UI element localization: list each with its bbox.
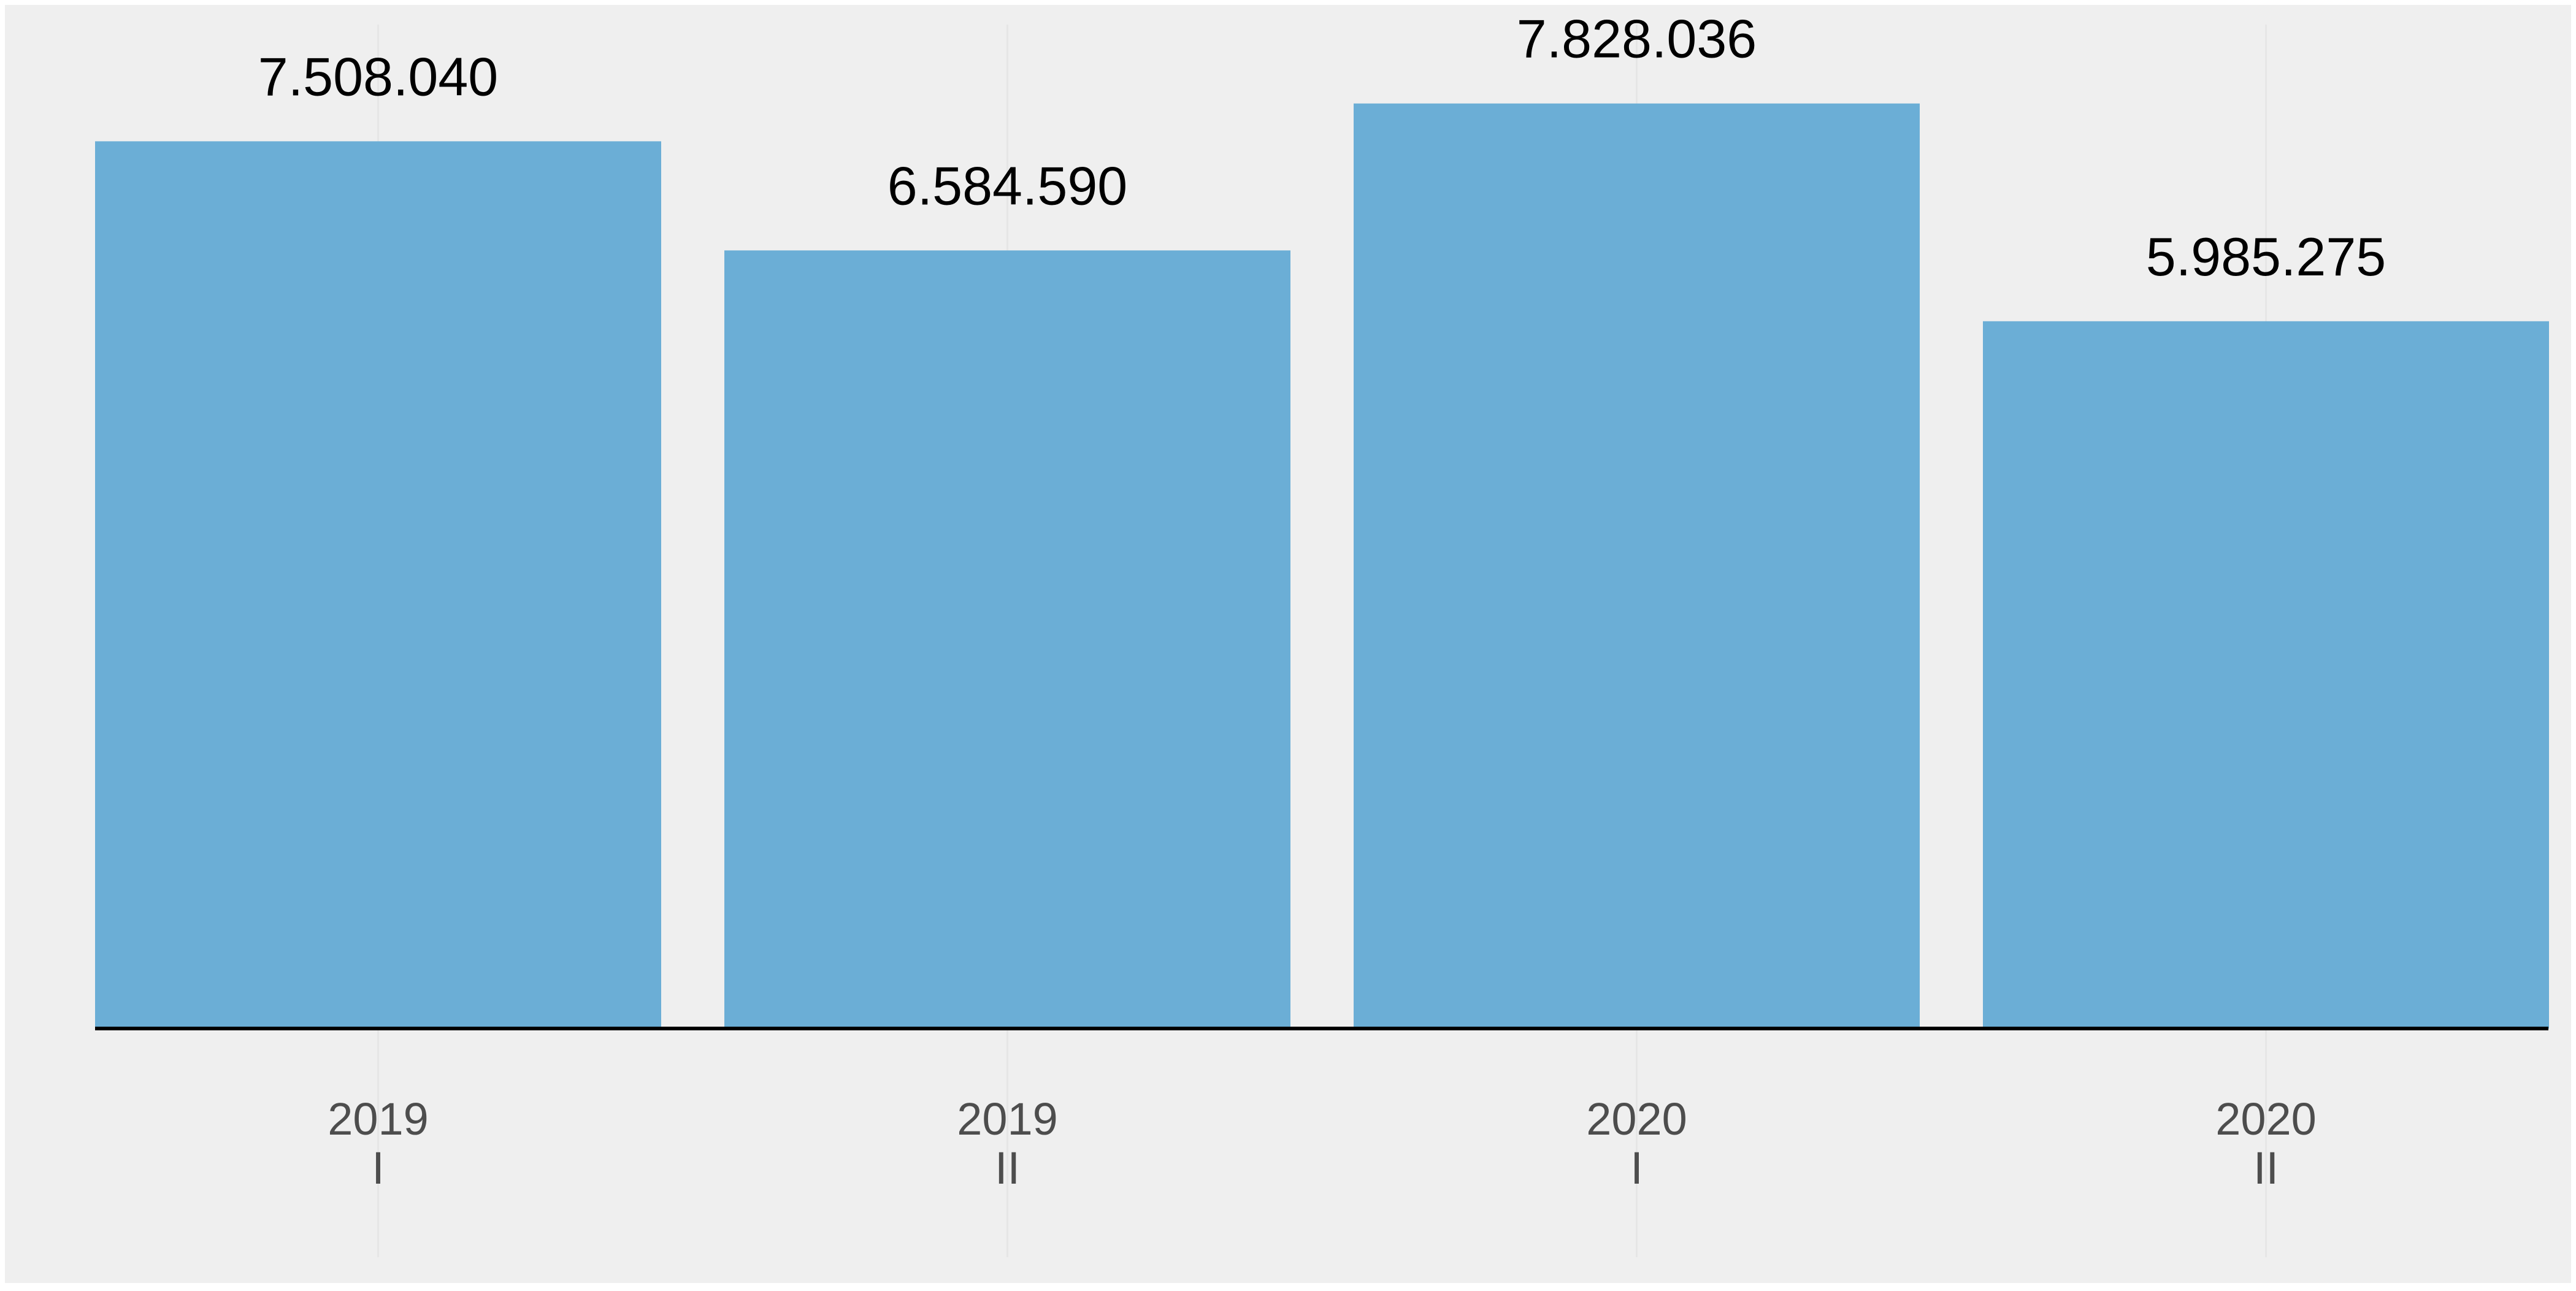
bar-1 bbox=[95, 141, 661, 1029]
data-label-2: 6.584.590 bbox=[887, 155, 1128, 216]
x-tick-line-4-1: 2020 bbox=[2215, 1094, 2317, 1144]
bar-4 bbox=[1983, 321, 2549, 1029]
x-tick-label-3: 2020 I bbox=[1586, 1094, 1687, 1193]
data-label-1: 7.508.040 bbox=[258, 46, 499, 107]
x-tick-label-2: 2019 II bbox=[957, 1094, 1058, 1193]
x-tick-line-2-1: 2019 bbox=[957, 1094, 1058, 1144]
x-tick-line-1-2: I bbox=[372, 1143, 385, 1193]
x-tick-line-3-1: 2020 bbox=[1586, 1094, 1687, 1144]
data-label-3: 7.828.036 bbox=[1517, 9, 1757, 69]
data-label-4: 5.985.275 bbox=[2146, 226, 2386, 287]
x-tick-line-1-1: 2019 bbox=[328, 1094, 429, 1144]
x-tick-line-3-2: I bbox=[1630, 1143, 1643, 1193]
bar-2 bbox=[724, 250, 1290, 1029]
x-tick-line-2-2: II bbox=[995, 1143, 1020, 1193]
x-tick-label-4: 2020 II bbox=[2215, 1094, 2317, 1193]
bar-3 bbox=[1354, 103, 1920, 1029]
x-tick-label-1: 2019 I bbox=[328, 1094, 429, 1193]
x-tick-line-4-2: II bbox=[2253, 1143, 2279, 1193]
